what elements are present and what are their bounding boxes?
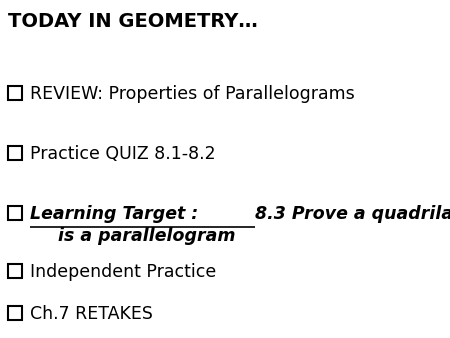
Bar <box>8 146 22 160</box>
Text: TODAY IN GEOMETRY…: TODAY IN GEOMETRY… <box>8 12 258 31</box>
Text: Practice QUIZ 8.1-8.2: Practice QUIZ 8.1-8.2 <box>30 145 216 163</box>
Text: REVIEW: Properties of Parallelograms: REVIEW: Properties of Parallelograms <box>30 85 355 103</box>
Bar <box>8 86 22 100</box>
Bar <box>8 206 22 220</box>
Text: Learning Target :: Learning Target : <box>30 205 204 223</box>
Text: Independent Practice: Independent Practice <box>30 263 216 281</box>
Bar <box>8 306 22 320</box>
Text: is a parallelogram: is a parallelogram <box>40 227 235 245</box>
Bar <box>8 264 22 278</box>
Text: 8.3 Prove a quadrilateral: 8.3 Prove a quadrilateral <box>255 205 450 223</box>
Text: Ch.7 RETAKES: Ch.7 RETAKES <box>30 305 153 323</box>
